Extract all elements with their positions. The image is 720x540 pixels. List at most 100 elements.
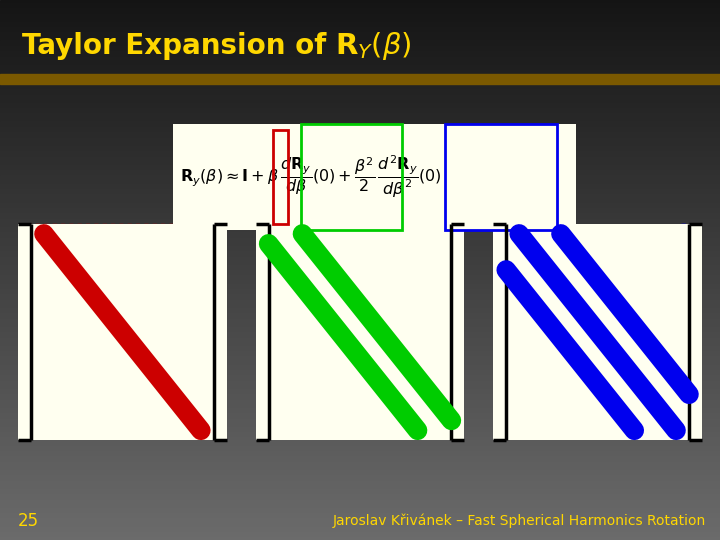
Bar (0, 49, 720, 51)
Bar (0, 113, 720, 116)
Bar (0, 76, 720, 78)
Bar (0, 132, 720, 135)
Bar (0, 394, 720, 397)
Bar (0, 240, 720, 243)
Bar (0, 292, 720, 294)
Bar (0, 184, 720, 186)
Bar (0, 89, 720, 92)
Bar (0, 8, 720, 11)
Bar (0, 81, 720, 84)
Bar (0, 446, 720, 448)
Bar (0, 402, 720, 405)
Bar (0, 437, 720, 440)
Bar (0, 259, 720, 262)
Bar (0, 230, 720, 232)
Bar (0, 302, 720, 305)
Bar (0, 335, 720, 338)
Bar (0, 351, 720, 354)
Bar (0, 497, 720, 500)
Bar (0, 400, 720, 402)
Bar (0, 143, 720, 146)
Bar (0, 518, 720, 521)
Bar (493, 224, 702, 440)
Bar (0, 375, 720, 378)
Bar (0, 213, 720, 216)
Bar (0, 410, 720, 413)
Bar (0, 454, 720, 456)
Bar (0, 448, 720, 451)
Bar (0, 227, 720, 229)
Bar (0, 151, 720, 154)
Text: Jaroslav Křivánek – Fast Spherical Harmonics Rotation: Jaroslav Křivánek – Fast Spherical Harmo… (333, 514, 706, 528)
Bar (0, 32, 720, 35)
Bar (0, 16, 720, 19)
Bar (0, 24, 720, 27)
Bar (0, 278, 720, 281)
Text: 25: 25 (18, 512, 39, 530)
Bar (0, 475, 720, 478)
Bar (0, 84, 720, 86)
Bar (0, 73, 720, 76)
Bar (0, 521, 720, 524)
Bar (0, 308, 720, 310)
Bar (0, 343, 720, 346)
Bar (0, 494, 720, 497)
Text: $\mathbf{R}_Y(\beta)$: $\mathbf{R}_Y(\beta)$ (335, 30, 412, 62)
Bar (0, 256, 720, 259)
Bar (0, 297, 720, 300)
Bar (0, 68, 720, 70)
Bar (0, 74, 720, 84)
Bar (0, 105, 720, 108)
Bar (0, 305, 720, 308)
Bar (0, 491, 720, 494)
Bar (0, 11, 720, 14)
Bar (0, 197, 720, 200)
Bar (0, 3, 720, 5)
Bar (0, 148, 720, 151)
Bar (0, 178, 720, 181)
Bar (0, 432, 720, 435)
Bar (0, 159, 720, 162)
Bar (0, 486, 720, 489)
Bar (0, 51, 720, 54)
Bar (0, 529, 720, 532)
Bar (0, 219, 720, 221)
Bar (0, 127, 720, 130)
Bar (0, 472, 720, 475)
Bar (0, 97, 720, 100)
Bar (445, 124, 557, 230)
Bar (0, 408, 720, 410)
Bar (0, 43, 720, 46)
Bar (0, 130, 720, 132)
Bar (0, 381, 720, 383)
Bar (0, 327, 720, 329)
Bar (0, 140, 720, 143)
Bar (0, 270, 720, 273)
Bar (0, 481, 720, 483)
Bar (0, 221, 720, 224)
Bar (0, 427, 720, 429)
Bar (0, 294, 720, 297)
Bar (0, 364, 720, 367)
Bar (0, 275, 720, 278)
Bar (0, 19, 720, 22)
Bar (0, 313, 720, 316)
Bar (0, 176, 720, 178)
Bar (0, 332, 720, 335)
Bar (0, 483, 720, 486)
Bar (0, 340, 720, 343)
Bar (0, 202, 720, 205)
Bar (0, 122, 720, 124)
Bar (0, 46, 720, 49)
Bar (0, 281, 720, 284)
Bar (0, 273, 720, 275)
Bar (0, 22, 720, 24)
Bar (0, 502, 720, 505)
Bar (0, 54, 720, 57)
Bar (0, 429, 720, 432)
Bar (0, 467, 720, 470)
Bar (0, 284, 720, 286)
Bar (0, 5, 720, 8)
Bar (0, 192, 720, 194)
Bar (0, 500, 720, 502)
